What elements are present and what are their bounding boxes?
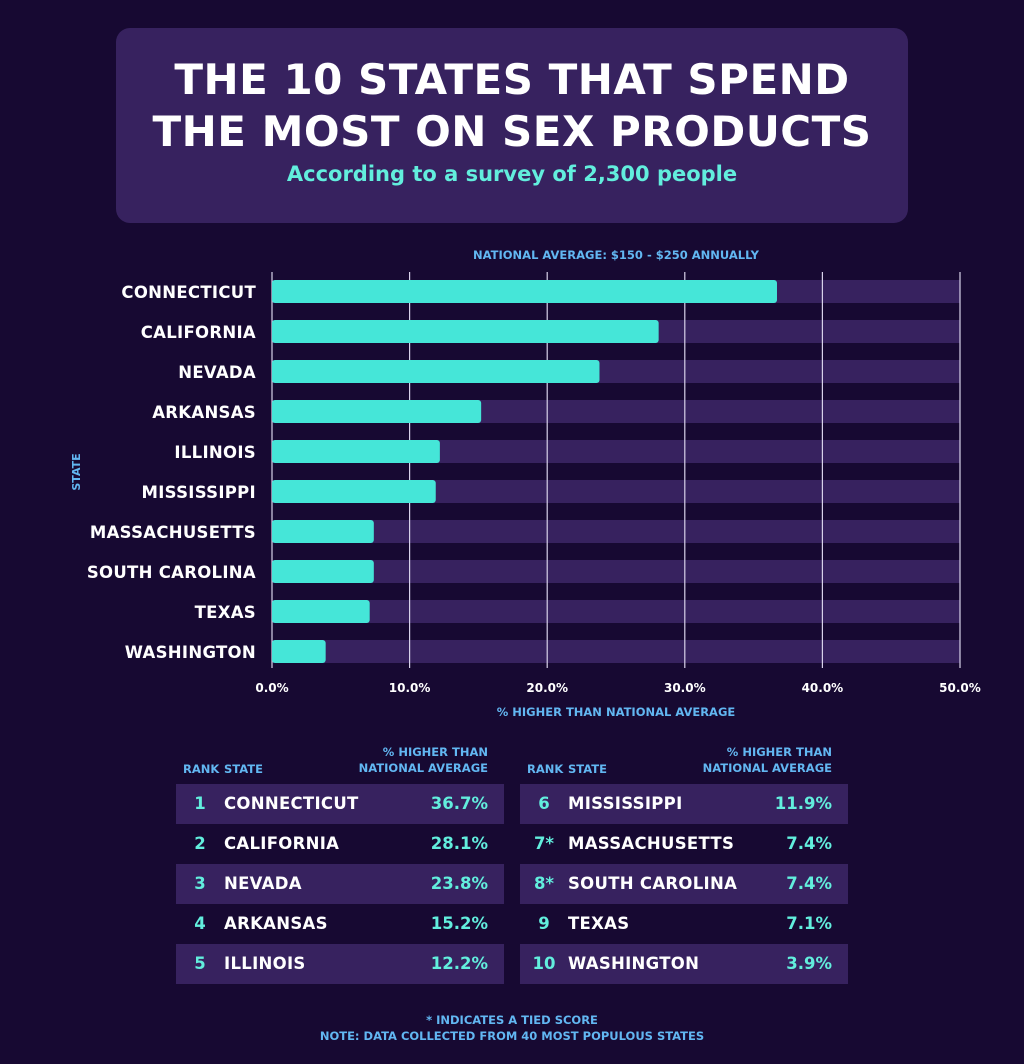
rank-cell: 6 xyxy=(538,794,550,813)
x-tick-label: 0.0% xyxy=(255,681,288,695)
pct-cell: 7.4% xyxy=(786,834,832,853)
bar-washington xyxy=(272,640,326,663)
table-row: 4 ARKANSAS 15.2% xyxy=(176,904,504,944)
x-axis-label: % HIGHER THAN NATIONAL AVERAGE xyxy=(497,705,736,719)
bar-chart: NATIONAL AVERAGE: $150 - $250 ANNUALLY CO… xyxy=(70,248,981,719)
col-pct-header-line2: NATIONAL AVERAGE xyxy=(358,761,488,775)
pct-cell: 28.1% xyxy=(430,834,488,853)
title-line-1: THE 10 STATES THAT SPEND xyxy=(174,55,850,104)
pct-cell: 7.1% xyxy=(786,914,832,933)
x-tick-label: 20.0% xyxy=(526,681,568,695)
state-cell: SOUTH CAROLINA xyxy=(568,874,738,893)
col-rank-header: RANK xyxy=(527,762,564,776)
state-cell: MISSISSIPPI xyxy=(568,794,683,813)
col-pct-header: % HIGHER THAN NATIONAL AVERAGE xyxy=(359,744,488,776)
bar-south-carolina xyxy=(272,560,374,583)
bar-track xyxy=(272,480,960,503)
bar-texas xyxy=(272,600,370,623)
table-row: 3 NEVADA 23.8% xyxy=(176,864,504,904)
table-row: 10 WASHINGTON 3.9% xyxy=(520,944,848,984)
x-tick-label: 50.0% xyxy=(939,681,981,695)
rank-cell: 5 xyxy=(194,954,206,973)
table-row: 8* SOUTH CAROLINA 7.4% xyxy=(520,864,848,904)
pct-cell: 36.7% xyxy=(430,794,488,813)
category-label: NEVADA xyxy=(178,363,256,382)
bar-track xyxy=(272,560,960,583)
bar-nevada xyxy=(272,360,600,383)
col-state-header: STATE xyxy=(224,762,263,776)
col-pct-header-line1: % HIGHER THAN xyxy=(726,745,832,759)
category-label: ARKANSAS xyxy=(152,403,256,422)
bar-track xyxy=(272,440,960,463)
bar-connecticut xyxy=(272,280,777,303)
pct-cell: 11.9% xyxy=(774,794,832,813)
rank-cell: 4 xyxy=(194,914,206,933)
x-tick-label: 10.0% xyxy=(389,681,431,695)
category-label: CONNECTICUT xyxy=(121,283,256,302)
table-header: RANK STATE % HIGHER THAN NATIONAL AVERAG… xyxy=(520,742,848,784)
footnote-note: NOTE: DATA COLLECTED FROM 40 MOST POPULO… xyxy=(319,1029,705,1043)
rank-cell: 7* xyxy=(533,834,555,853)
footnotes: * INDICATES A TIED SCORE NOTE: DATA COLL… xyxy=(0,1012,1024,1044)
pct-cell: 3.9% xyxy=(786,954,832,973)
bar-arkansas xyxy=(272,400,482,423)
bar-track xyxy=(272,600,960,623)
chart-title: NATIONAL AVERAGE: $150 - $250 ANNUALLY xyxy=(473,248,760,262)
table-row: 1 CONNECTICUT 36.7% xyxy=(176,784,504,824)
ranking-table-left: RANK STATE % HIGHER THAN NATIONAL AVERAG… xyxy=(176,742,504,984)
bar-track xyxy=(272,640,960,663)
header-panel: THE 10 STATES THAT SPEND THE MOST ON SEX… xyxy=(116,28,908,223)
x-tick-label: 40.0% xyxy=(802,681,844,695)
bar-track xyxy=(272,520,960,543)
y-axis-label: STATE xyxy=(70,453,83,490)
pct-cell: 7.4% xyxy=(786,874,832,893)
bar-mississippi xyxy=(272,480,436,503)
table-header: RANK STATE % HIGHER THAN NATIONAL AVERAG… xyxy=(176,742,504,784)
pct-cell: 23.8% xyxy=(430,874,488,893)
bar-massachusetts xyxy=(272,520,374,543)
state-cell: CALIFORNIA xyxy=(224,834,340,853)
state-cell: WASHINGTON xyxy=(568,954,700,973)
col-rank-header: RANK xyxy=(183,762,220,776)
rank-cell: 1 xyxy=(194,794,206,813)
table-row: 7* MASSACHUSETTS 7.4% xyxy=(520,824,848,864)
rank-cell: 9 xyxy=(538,914,550,933)
col-pct-header: % HIGHER THAN NATIONAL AVERAGE xyxy=(703,744,832,776)
state-cell: TEXAS xyxy=(568,914,630,933)
bar-illinois xyxy=(272,440,440,463)
rank-cell: 8* xyxy=(533,874,555,893)
pct-cell: 15.2% xyxy=(430,914,488,933)
title-line-2: THE MOST ON SEX PRODUCTS xyxy=(152,107,872,156)
table-row: 6 MISSISSIPPI 11.9% xyxy=(520,784,848,824)
col-pct-header-line1: % HIGHER THAN xyxy=(382,745,488,759)
category-label: WASHINGTON xyxy=(125,643,256,662)
category-label: ILLINOIS xyxy=(174,443,256,462)
category-label: MISSISSIPPI xyxy=(141,483,256,502)
rank-cell: 2 xyxy=(194,834,206,853)
ranking-table-right: RANK STATE % HIGHER THAN NATIONAL AVERAG… xyxy=(520,742,848,984)
bar-california xyxy=(272,320,659,343)
table-row: 9 TEXAS 7.1% xyxy=(520,904,848,944)
col-state-header: STATE xyxy=(568,762,607,776)
state-cell: CONNECTICUT xyxy=(224,794,359,813)
footnote-tie: * INDICATES A TIED SCORE xyxy=(426,1013,598,1027)
table-row: 5 ILLINOIS 12.2% xyxy=(176,944,504,984)
rank-cell: 3 xyxy=(194,874,206,893)
state-cell: MASSACHUSETTS xyxy=(568,834,735,853)
category-label: MASSACHUSETTS xyxy=(90,523,256,542)
state-cell: NEVADA xyxy=(224,874,302,893)
x-tick-label: 30.0% xyxy=(664,681,706,695)
state-cell: ARKANSAS xyxy=(224,914,328,933)
col-pct-header-line2: NATIONAL AVERAGE xyxy=(702,761,832,775)
pct-cell: 12.2% xyxy=(430,954,488,973)
table-row: 2 CALIFORNIA 28.1% xyxy=(176,824,504,864)
rank-cell: 10 xyxy=(532,954,556,973)
category-label: CALIFORNIA xyxy=(141,323,256,342)
state-cell: ILLINOIS xyxy=(224,954,306,973)
category-label: TEXAS xyxy=(195,603,256,622)
category-label: SOUTH CAROLINA xyxy=(87,563,256,582)
ranking-tables: RANK STATE % HIGHER THAN NATIONAL AVERAG… xyxy=(176,742,848,992)
page-title: THE 10 STATES THAT SPEND THE MOST ON SEX… xyxy=(116,54,908,158)
page-subtitle: According to a survey of 2,300 people xyxy=(286,162,738,186)
